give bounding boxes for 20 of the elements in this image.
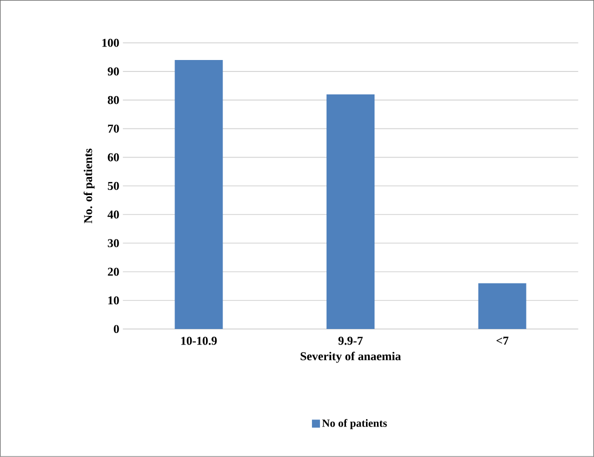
bar (174, 60, 223, 330)
bar (326, 94, 375, 330)
y-tick-label: 50 (108, 182, 119, 190)
legend-label: No of patients (322, 419, 387, 430)
y-tick-label: 0 (114, 325, 119, 334)
y-tick-label: 40 (108, 210, 119, 219)
y-tick-label: 100 (102, 38, 119, 47)
x-tick-label: 10-10.9 (181, 336, 217, 345)
y-tick-label: 90 (108, 67, 119, 76)
y-tick-label: 20 (108, 268, 119, 276)
y-tick-label: 70 (108, 124, 119, 133)
bar (478, 283, 526, 330)
y-tick-label: 60 (108, 153, 119, 162)
y-axis-title: No. of patients (84, 148, 95, 224)
y-tick-label: 10 (108, 296, 119, 304)
y-tick-label: 80 (108, 96, 119, 104)
y-tick-label: 30 (108, 239, 119, 248)
x-tick-label: 9.9-7 (338, 336, 363, 345)
x-tick-label: <7 (496, 336, 508, 345)
x-axis-title: Severity of anaemia (300, 352, 401, 363)
